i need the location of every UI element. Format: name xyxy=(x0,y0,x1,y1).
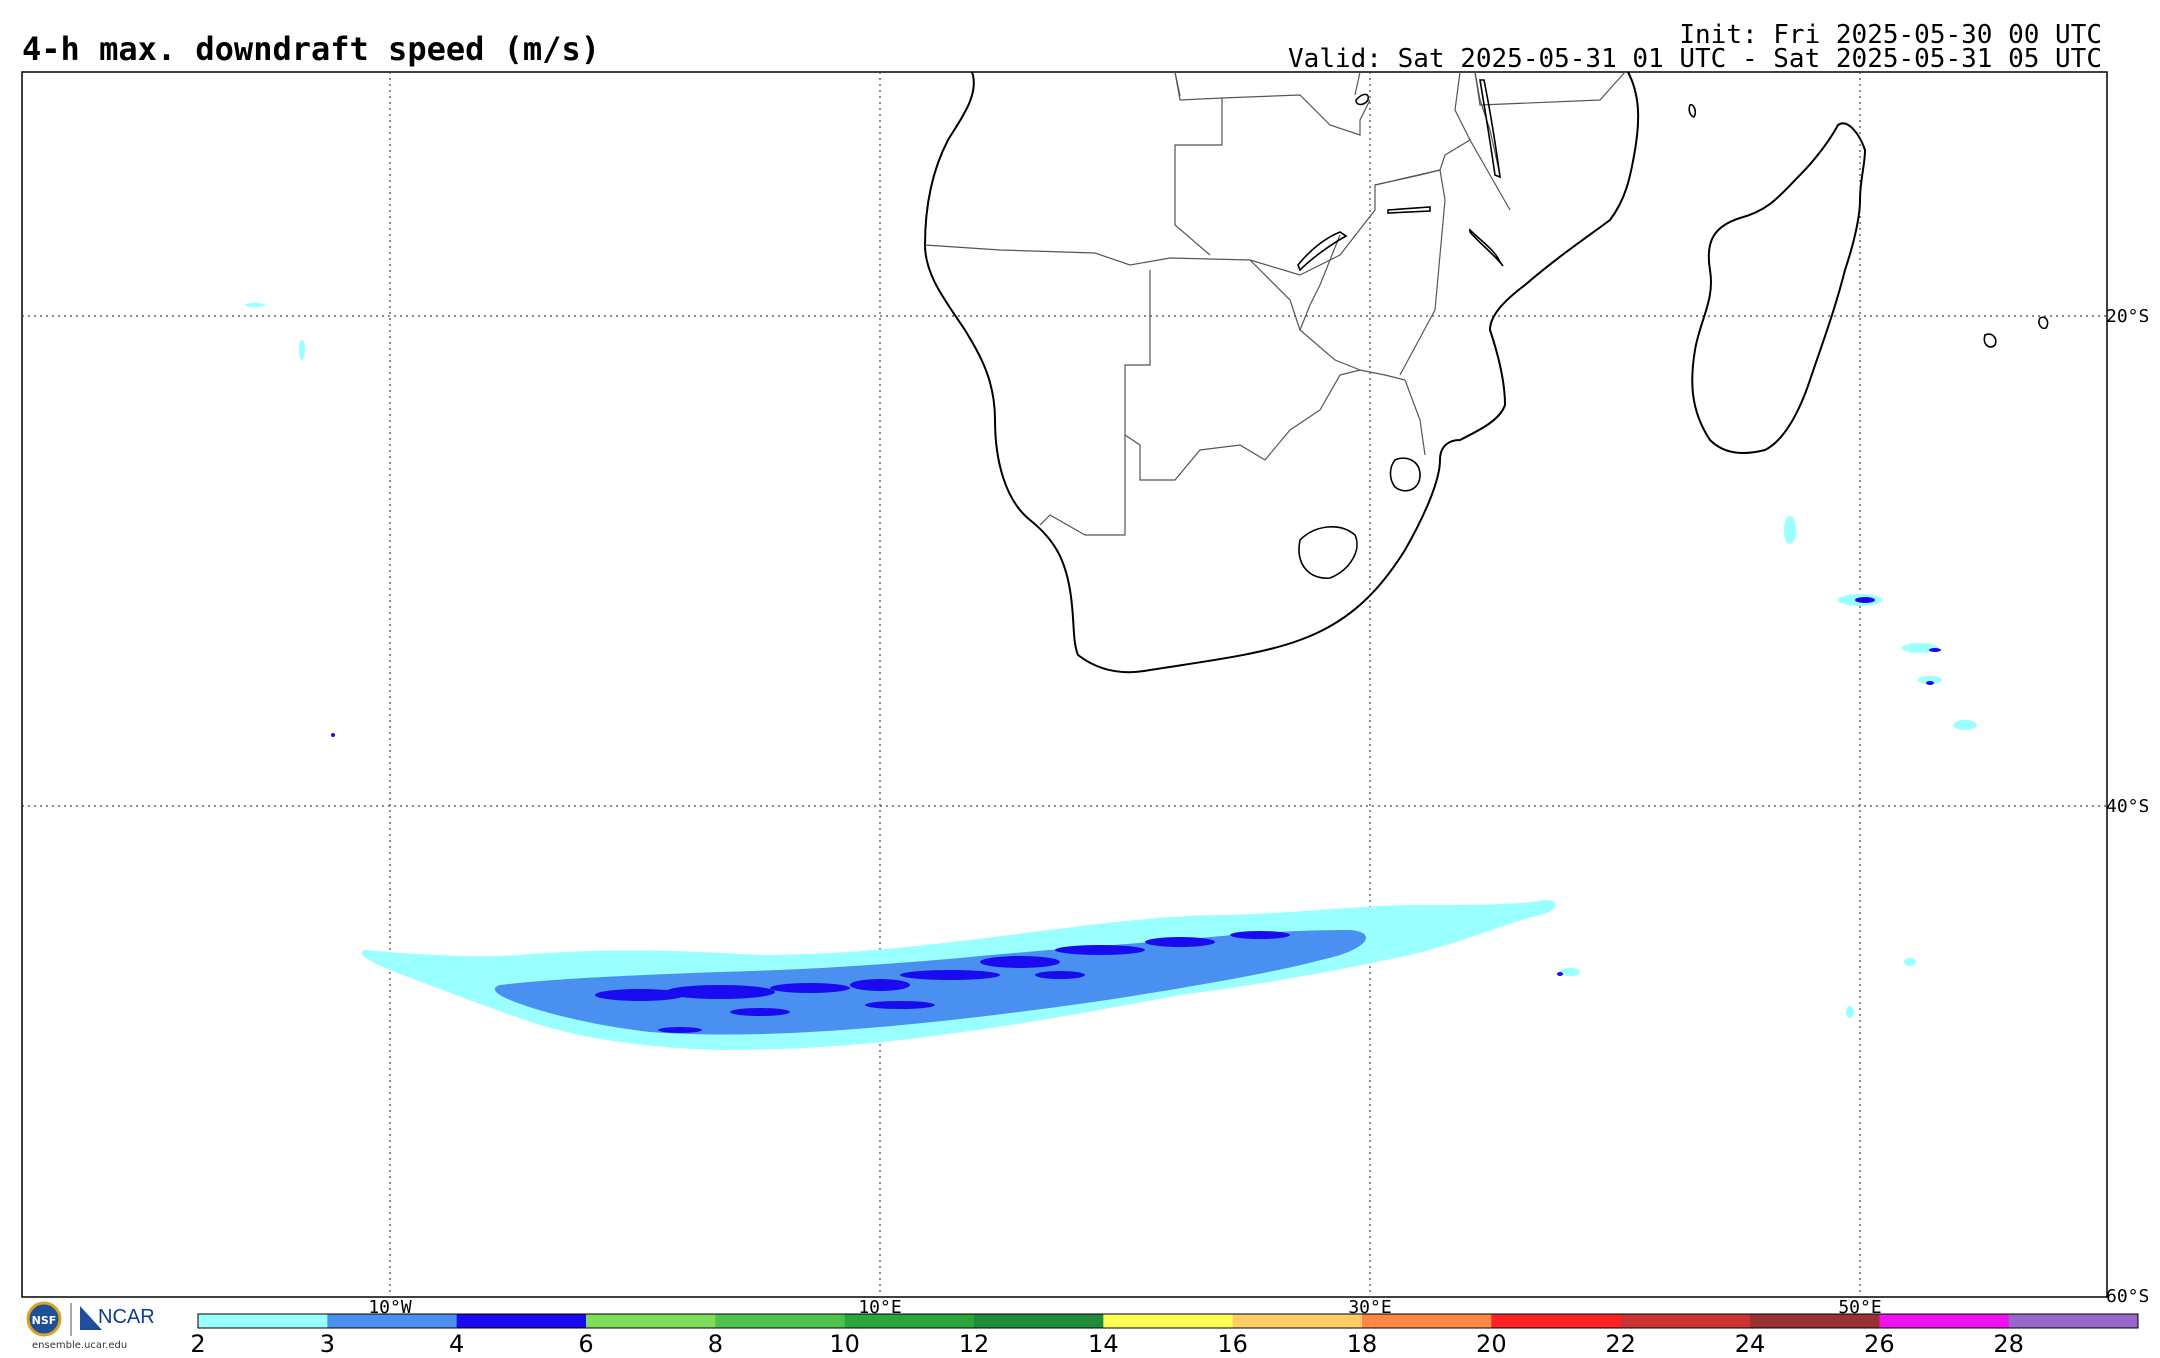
lake-cahora xyxy=(1469,228,1504,267)
lon-label-10w: 10°W xyxy=(368,1297,412,1318)
colorbar-swatch xyxy=(1491,1314,1622,1328)
colorbar-tick-label: 22 xyxy=(1605,1330,1636,1358)
lake-bangweulu xyxy=(1355,93,1370,106)
colorbar-tick-label: 18 xyxy=(1346,1330,1378,1358)
colorbar-tick-label: 4 xyxy=(449,1330,465,1358)
colorbar-swatch xyxy=(2008,1314,2139,1328)
graticule xyxy=(22,72,2107,1297)
colorbar-swatch xyxy=(715,1314,846,1328)
colorbar-swatch xyxy=(844,1314,975,1328)
nsf-emblem-icon xyxy=(26,1301,62,1337)
colorbar-outline xyxy=(197,1313,2139,1329)
colorbar xyxy=(198,1314,2139,1328)
lake-kariba xyxy=(1297,231,1348,272)
colorbar-tick-label: 24 xyxy=(1734,1330,1766,1358)
downdraft-contour-4-6 xyxy=(595,931,1290,1033)
lat-label-40s: 40°S xyxy=(2106,796,2149,817)
lat-label-60s: 60°S xyxy=(2106,1286,2149,1307)
reunion-island xyxy=(1983,333,1997,348)
lon-label-10e: 10°E xyxy=(858,1297,901,1318)
colorbar-tick-label: 28 xyxy=(1993,1330,2024,1358)
map-title: 4-h max. downdraft speed (m/s) xyxy=(22,30,600,68)
colorbar-swatch xyxy=(1362,1314,1492,1328)
colorbar-tick-label: 26 xyxy=(1864,1330,1895,1358)
colorbar-tick-label: 10 xyxy=(829,1330,860,1358)
colorbar-swatch xyxy=(1232,1314,1363,1328)
colorbar-swatch xyxy=(974,1314,1104,1328)
lake-malawi xyxy=(1479,79,1501,179)
colorbar-tick-label: 20 xyxy=(1476,1330,1507,1358)
colorbar-swatch xyxy=(198,1314,328,1328)
colorbar-tick-label: 14 xyxy=(1088,1330,1119,1358)
eswatini-border xyxy=(1389,457,1421,492)
madagascar-coastline xyxy=(1691,122,1867,454)
downdraft-contour-3-4 xyxy=(494,930,1367,1035)
ncar-logo-text: NCAR xyxy=(98,1306,155,1328)
country-borders xyxy=(924,71,1626,536)
lon-label-30e: 30°E xyxy=(1348,1297,1391,1318)
nsf-logo-text: NSF xyxy=(32,1314,57,1327)
comoros-island xyxy=(1688,103,1697,118)
lat-label-20s: 20°S xyxy=(2106,306,2149,327)
colorbar-swatch xyxy=(586,1314,716,1328)
colorbar-tick-label: 12 xyxy=(958,1330,990,1358)
colorbar-swatch xyxy=(1750,1314,1880,1328)
lake-mweru xyxy=(1387,206,1431,214)
colorbar-tick-label: 8 xyxy=(707,1330,723,1358)
downdraft-swath xyxy=(361,900,1556,1050)
colorbar-tick-label: 16 xyxy=(1217,1330,1248,1358)
nsf-logo: NSF xyxy=(26,1301,102,1337)
map-frame xyxy=(21,71,2108,1298)
lon-label-50e: 50°E xyxy=(1838,1297,1881,1318)
colorbar-tick-label: 2 xyxy=(190,1330,206,1358)
colorbar-swatch xyxy=(327,1314,458,1328)
valid-time: Valid: Sat 2025-05-31 01 UTC - Sat 2025-… xyxy=(1288,44,2102,74)
colorbar-tick-label: 3 xyxy=(319,1330,335,1358)
scattered-strong-cells xyxy=(331,597,1941,976)
ensemble-url: ensemble.ucar.edu xyxy=(32,1340,128,1351)
colorbar-swatch xyxy=(1103,1314,1234,1328)
lesotho-border xyxy=(1298,525,1358,579)
colorbar-swatch xyxy=(456,1314,587,1328)
init-time: Init: Fri 2025-05-30 00 UTC xyxy=(1679,20,2102,50)
colorbar-tick-label: 6 xyxy=(578,1330,594,1358)
ncar-sail-icon xyxy=(80,1306,102,1330)
colorbar-swatch xyxy=(1620,1314,1751,1328)
africa-coastline xyxy=(923,71,1640,674)
colorbar-swatch xyxy=(1879,1314,2010,1328)
mauritius-island xyxy=(2038,316,2049,330)
